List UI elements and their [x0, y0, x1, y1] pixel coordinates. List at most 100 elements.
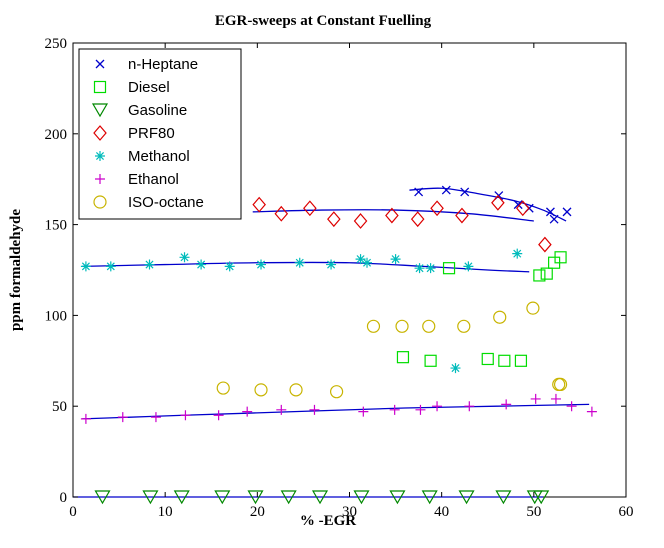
data-point-methanol — [463, 261, 474, 272]
legend-marker-iso-octane — [93, 195, 107, 209]
data-point-gasoline — [280, 490, 297, 505]
data-point-methanol — [144, 259, 155, 270]
legend-marker-methanol — [95, 151, 105, 161]
data-point-methanol — [450, 363, 461, 374]
legend-label-prf80: PRF80 — [128, 125, 175, 142]
data-point-gasoline — [458, 490, 475, 505]
data-point-prf80 — [327, 211, 341, 228]
data-point-gasoline — [533, 490, 550, 505]
data-point-iso-octane — [457, 319, 471, 333]
data-point-ethanol — [530, 393, 541, 404]
data-point-ethanol — [389, 404, 400, 415]
data-point-ethanol — [358, 406, 369, 417]
data-point-gasoline — [247, 490, 264, 505]
data-point-n-heptane — [414, 187, 424, 197]
data-point-iso-octane — [289, 383, 303, 397]
data-point-gasoline — [173, 490, 190, 505]
legend-marker-ethanol — [95, 174, 105, 184]
data-point-prf80 — [303, 200, 317, 217]
legend-marker-diesel — [93, 80, 107, 94]
data-point-n-heptane — [441, 185, 451, 195]
data-point-ethanol — [80, 413, 91, 424]
data-point-methanol — [294, 257, 305, 268]
legend-label-n-heptane: n-Heptane — [128, 56, 198, 73]
legend-label-methanol: Methanol — [128, 148, 190, 165]
y-tick-label: 100 — [45, 308, 68, 324]
data-point-gasoline — [142, 490, 159, 505]
fit-lines — [73, 187, 590, 498]
data-point-ethanol — [566, 401, 577, 412]
data-point-methanol — [179, 252, 190, 263]
data-point-n-heptane — [513, 200, 523, 210]
legend-marker-n-heptane — [95, 59, 105, 69]
data-point-methanol — [390, 254, 401, 265]
data-point-gasoline — [94, 490, 111, 505]
data-point-iso-octane — [553, 377, 568, 392]
data-point-iso-octane — [526, 301, 540, 315]
y-tick-label: 50 — [52, 399, 67, 415]
data-point-methanol — [196, 259, 207, 270]
data-point-diesel — [540, 267, 553, 280]
y-tick-label: 200 — [45, 127, 68, 143]
data-point-prf80 — [410, 211, 425, 228]
series-iso-octane — [216, 301, 568, 399]
data-point-methanol — [362, 257, 373, 268]
data-point-gasoline — [389, 490, 406, 505]
axis-ticks: 0 10 20 30 40 50 60 0 50 100 150 200 250 — [45, 36, 634, 520]
legend-label-gasoline: Gasoline — [128, 102, 187, 119]
data-point-methanol — [425, 263, 436, 274]
data-point-prf80 — [515, 200, 530, 217]
data-point-prf80 — [252, 196, 266, 213]
data-point-gasoline — [495, 490, 512, 505]
data-point-diesel — [533, 269, 546, 282]
data-point-gasoline — [353, 490, 370, 505]
data-point-ethanol — [180, 410, 191, 421]
y-tick-label: 150 — [45, 218, 68, 234]
legend: n-Heptane Diesel Gasoline PRF80 Methanol Etha… — [78, 48, 242, 220]
data-point-prf80 — [274, 205, 289, 222]
data-point-diesel — [514, 354, 528, 367]
data-point-methanol — [105, 261, 116, 272]
x-tick-label: 30 — [342, 504, 357, 520]
data-point-iso-octane — [366, 319, 381, 333]
chart-title: EGR-sweeps at Constant Fuelling — [215, 13, 432, 29]
data-point-methanol — [414, 263, 425, 274]
legend-marker-gasoline — [91, 103, 109, 118]
fit-line-methanol — [82, 261, 530, 273]
x-tick-label: 60 — [619, 504, 634, 520]
data-point-prf80 — [455, 207, 469, 224]
data-point-iso-octane — [493, 310, 507, 324]
data-point-prf80 — [353, 213, 368, 229]
data-point-ethanol — [117, 412, 128, 423]
data-point-iso-octane — [329, 385, 344, 399]
data-point-ethanol — [550, 393, 561, 404]
data-point-methanol — [326, 259, 337, 270]
data-point-n-heptane — [545, 207, 555, 217]
legend-label-ethanol: Ethanol — [128, 171, 179, 188]
data-point-ethanol — [150, 412, 161, 423]
data-point-ethanol — [213, 410, 224, 421]
x-tick-label: 10 — [158, 504, 173, 520]
data-point-ethanol — [464, 401, 475, 412]
data-point-diesel — [442, 262, 456, 275]
data-point-diesel — [498, 354, 511, 367]
x-tick-label: 0 — [69, 504, 77, 520]
x-tick-label: 50 — [526, 504, 541, 520]
data-point-ethanol — [415, 404, 426, 415]
data-point-diesel — [424, 354, 437, 367]
x-tick-label: 40 — [434, 504, 449, 520]
series-gasoline — [94, 490, 550, 505]
data-markers — [80, 185, 597, 505]
series-n-heptane — [414, 185, 572, 224]
data-point-gasoline — [311, 490, 329, 505]
data-point-prf80 — [491, 194, 505, 211]
data-point-prf80 — [385, 207, 399, 224]
data-point-gasoline — [214, 490, 231, 505]
series-prf80 — [252, 194, 552, 253]
data-point-ethanol — [501, 399, 512, 410]
data-point-n-heptane — [549, 214, 559, 224]
data-point-iso-octane — [254, 383, 268, 397]
data-point-methanol — [355, 254, 366, 265]
data-point-iso-octane — [422, 319, 436, 333]
